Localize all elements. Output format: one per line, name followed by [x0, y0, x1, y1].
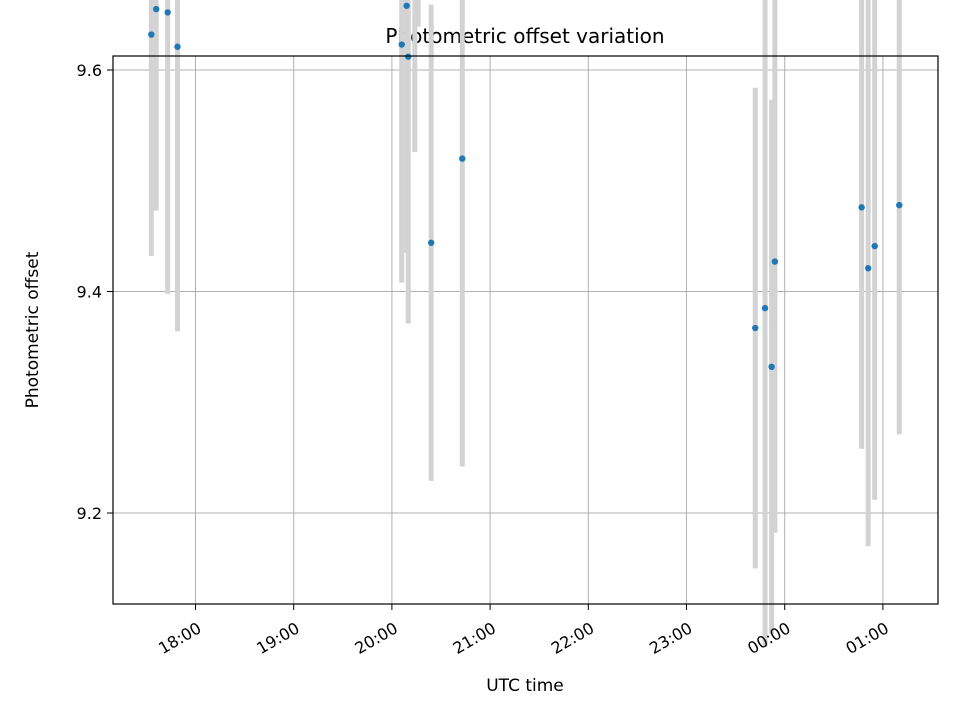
data-point [427, 239, 435, 246]
data-point [459, 155, 466, 162]
data-point [398, 41, 405, 48]
y-tick-label: 9.4 [77, 283, 102, 302]
data-point [858, 204, 865, 211]
x-tick-label: 20:00 [351, 618, 400, 658]
x-tick-label: 22:00 [548, 618, 597, 658]
data-point [174, 43, 181, 50]
data-point [768, 363, 775, 371]
data-points [148, 2, 903, 371]
axis-ticks: 18:00 19:00 20:00 21:00 22:00 23:00 00:00 01:00… [77, 61, 892, 658]
data-point [896, 201, 903, 209]
data-point [771, 258, 779, 265]
x-tick-label: 01:00 [842, 618, 891, 658]
data-point [761, 304, 769, 312]
x-tick-label: 00:00 [744, 618, 793, 658]
data-point [405, 53, 412, 60]
y-tick-label: 9.6 [77, 61, 102, 80]
plot-frame [112, 55, 939, 605]
data-point [864, 265, 872, 272]
data-point [752, 324, 759, 332]
x-tick-label: 18:00 [155, 618, 204, 658]
y-axis-title: Photometric offset [23, 251, 43, 408]
x-tick-label: 23:00 [646, 618, 695, 658]
chart-title: Photometric offset variation [385, 24, 664, 48]
data-point [153, 5, 160, 13]
data-point [403, 2, 410, 9]
grid [113, 56, 938, 604]
x-axis-title: UTC time [486, 676, 564, 696]
data-point [164, 9, 171, 16]
x-tick-label: 21:00 [450, 618, 499, 658]
error-bars [148, 0, 902, 648]
data-point [148, 31, 155, 38]
data-point [871, 242, 878, 250]
x-tick-label: 19:00 [253, 618, 302, 658]
y-tick-label: 9.2 [77, 504, 102, 523]
